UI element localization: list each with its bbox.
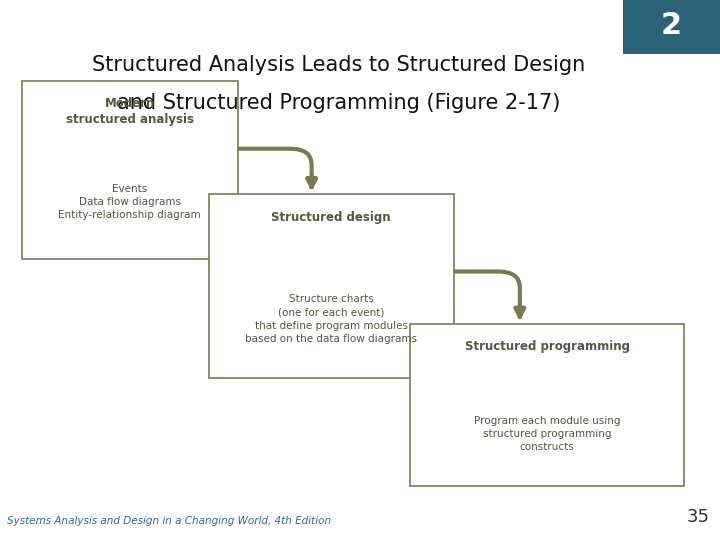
Text: Structured design: Structured design [271, 211, 391, 224]
Text: 2: 2 [660, 11, 682, 40]
Text: Structure charts
(one for each event)
that define program modules
based on the d: Structure charts (one for each event) th… [246, 294, 417, 344]
Text: Structured programming: Structured programming [464, 340, 630, 353]
Bar [623, 0, 720, 54]
Text: and Structured Programming (Figure 2-17): and Structured Programming (Figure 2-17) [117, 92, 560, 113]
Text: Structured Analysis Leads to Structured Design: Structured Analysis Leads to Structured … [91, 55, 585, 75]
Text: Modern
structured analysis: Modern structured analysis [66, 97, 194, 126]
Bar [410, 324, 684, 486]
Bar [22, 81, 238, 259]
Bar [209, 194, 454, 378]
Text: Events
Data flow diagrams
Entity-relationship diagram: Events Data flow diagrams Entity-relatio… [58, 184, 201, 220]
Text: Systems Analysis and Design in a Changing World, 4th Edition: Systems Analysis and Design in a Changin… [7, 516, 331, 526]
Text: Program each module using
structured programming
constructs: Program each module using structured pro… [474, 416, 621, 453]
Text: 35: 35 [686, 509, 709, 526]
